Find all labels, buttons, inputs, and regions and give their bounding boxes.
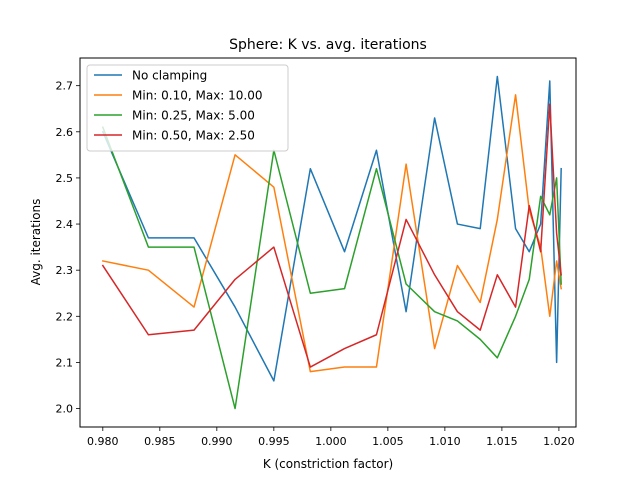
x-tick-label: 0.980	[87, 435, 119, 448]
x-tick-label: 0.990	[201, 435, 233, 448]
x-tick-label: 1.005	[372, 435, 404, 448]
y-tick-label: 2.0	[56, 403, 74, 416]
y-tick-label: 2.4	[56, 218, 74, 231]
y-tick-label: 2.5	[56, 172, 74, 185]
legend-label-4: Min: 0.50, Max: 2.50	[132, 129, 255, 143]
y-tick-label: 2.1	[56, 356, 74, 369]
x-tick-label: 1.000	[315, 435, 347, 448]
x-tick-label: 0.985	[144, 435, 176, 448]
legend-label-1: No clamping	[132, 69, 207, 83]
legend: No clamping Min: 0.10, Max: 10.00 Min: 0.2…	[86, 64, 289, 152]
legend-label-2: Min: 0.10, Max: 10.00	[132, 89, 263, 103]
x-axis-label: K (constriction factor)	[263, 457, 393, 471]
x-tick-label: 1.020	[543, 435, 575, 448]
legend-box	[86, 64, 289, 152]
series-line-4	[101, 103, 563, 368]
chart-title: Sphere: K vs. avg. iterations	[229, 37, 427, 53]
y-tick-label: 2.2	[56, 310, 74, 323]
x-axis-ticks: 0.980 0.985 0.990 0.995 1.000 1.005 1.010 1.015…	[87, 427, 575, 448]
y-tick-label: 2.7	[56, 80, 74, 93]
x-tick-label: 1.015	[486, 435, 518, 448]
plot-frame	[79, 57, 577, 428]
legend-label-3: Min: 0.25, Max: 5.00	[132, 109, 255, 123]
series-line-1	[101, 75, 562, 382]
y-tick-label: 2.3	[56, 264, 74, 277]
y-axis-label: Avg. iterations	[29, 199, 43, 286]
x-tick-label: 0.995	[258, 435, 290, 448]
x-tick-label: 1.010	[429, 435, 461, 448]
y-tick-label: 2.6	[56, 126, 74, 139]
series-layer	[101, 75, 563, 410]
series-line-3	[101, 126, 562, 410]
y-axis-ticks: 2.0 2.1 2.2 2.3 2.4 2.5 2.6 2.7	[56, 80, 80, 416]
